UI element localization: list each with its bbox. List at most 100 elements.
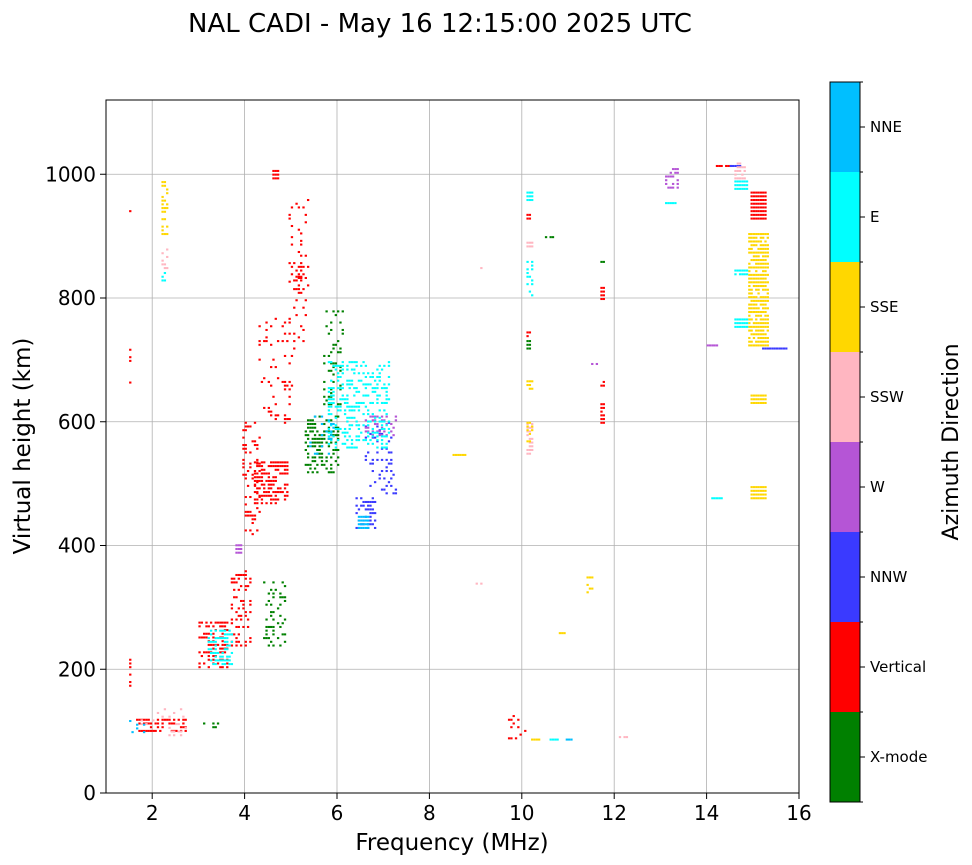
data-point [138, 729, 141, 732]
data-point [260, 468, 264, 471]
data-point [600, 298, 603, 301]
data-point [279, 644, 282, 647]
data-point [270, 611, 273, 614]
data-point [764, 240, 767, 243]
data-point [748, 236, 751, 239]
data-point [752, 336, 756, 340]
data-point [734, 322, 737, 325]
data-point [223, 659, 227, 662]
data-point [373, 422, 377, 426]
data-point [258, 340, 261, 343]
data-point [249, 466, 252, 469]
data-point [286, 418, 289, 421]
data-point [762, 310, 765, 314]
data-point [327, 427, 331, 430]
data-point [230, 581, 234, 584]
data-point [221, 625, 224, 628]
data-point [334, 314, 337, 317]
data-point [762, 322, 765, 325]
data-point [219, 625, 222, 628]
data-point [235, 581, 238, 584]
data-point [207, 637, 210, 640]
data-point [332, 422, 335, 426]
data-point [748, 325, 751, 328]
data-point [734, 184, 737, 187]
data-point [276, 622, 280, 625]
data-point [306, 437, 310, 440]
data-point [283, 498, 287, 501]
data-point [755, 285, 758, 288]
data-point [207, 651, 210, 654]
data-point [764, 191, 767, 194]
data-point [203, 632, 206, 635]
data-point [318, 456, 321, 459]
data-point [376, 446, 379, 449]
data-point [475, 582, 478, 585]
data-point [764, 281, 767, 284]
data-point [757, 202, 760, 205]
data-point [591, 576, 594, 579]
data-point [741, 177, 744, 180]
data-point [274, 502, 277, 505]
data-point [373, 519, 377, 522]
data-point [341, 387, 344, 390]
colorbar-tick-label: SSE [870, 298, 899, 316]
data-point [313, 422, 317, 426]
data-point [764, 486, 767, 489]
data-point [283, 388, 287, 391]
data-point [313, 460, 317, 463]
data-point [332, 366, 335, 369]
data-point [304, 213, 307, 216]
data-point [286, 472, 289, 475]
data-point [161, 726, 164, 729]
data-point [337, 437, 340, 440]
data-point [223, 633, 227, 636]
data-point [452, 453, 455, 456]
data-point [750, 240, 753, 243]
data-point [600, 290, 603, 293]
data-point [265, 629, 268, 632]
data-point [337, 351, 340, 354]
data-point [129, 210, 132, 213]
data-point [665, 202, 668, 205]
data-point [129, 662, 132, 665]
data-point [343, 435, 347, 438]
data-point [341, 383, 344, 386]
data-point [265, 633, 268, 636]
data-point [223, 663, 227, 666]
data-point [274, 414, 277, 417]
data-point [320, 452, 324, 455]
data-point [258, 465, 261, 468]
data-point [600, 414, 603, 417]
data-point [316, 441, 319, 444]
data-point [253, 472, 257, 475]
data-point [551, 738, 555, 741]
data-point [711, 497, 714, 500]
data-point [759, 251, 763, 254]
data-point [755, 195, 758, 198]
data-point [766, 266, 769, 269]
data-point [741, 325, 744, 328]
data-point [734, 180, 737, 183]
data-point [330, 467, 333, 470]
data-point [762, 329, 765, 332]
data-point [300, 325, 303, 328]
data-point [161, 207, 164, 210]
data-point [743, 184, 746, 187]
data-point [276, 487, 280, 490]
data-point [256, 461, 259, 464]
data-point [778, 347, 781, 350]
data-point [600, 384, 603, 387]
data-point [378, 379, 381, 382]
data-point [230, 640, 234, 643]
data-point [528, 452, 532, 455]
data-point [341, 442, 344, 445]
data-point [272, 465, 275, 468]
data-point [762, 307, 765, 310]
data-point [300, 291, 303, 294]
data-point [392, 426, 395, 429]
data-point [297, 291, 301, 294]
data-point [140, 729, 143, 732]
data-point [755, 288, 758, 291]
data-point [332, 452, 335, 455]
